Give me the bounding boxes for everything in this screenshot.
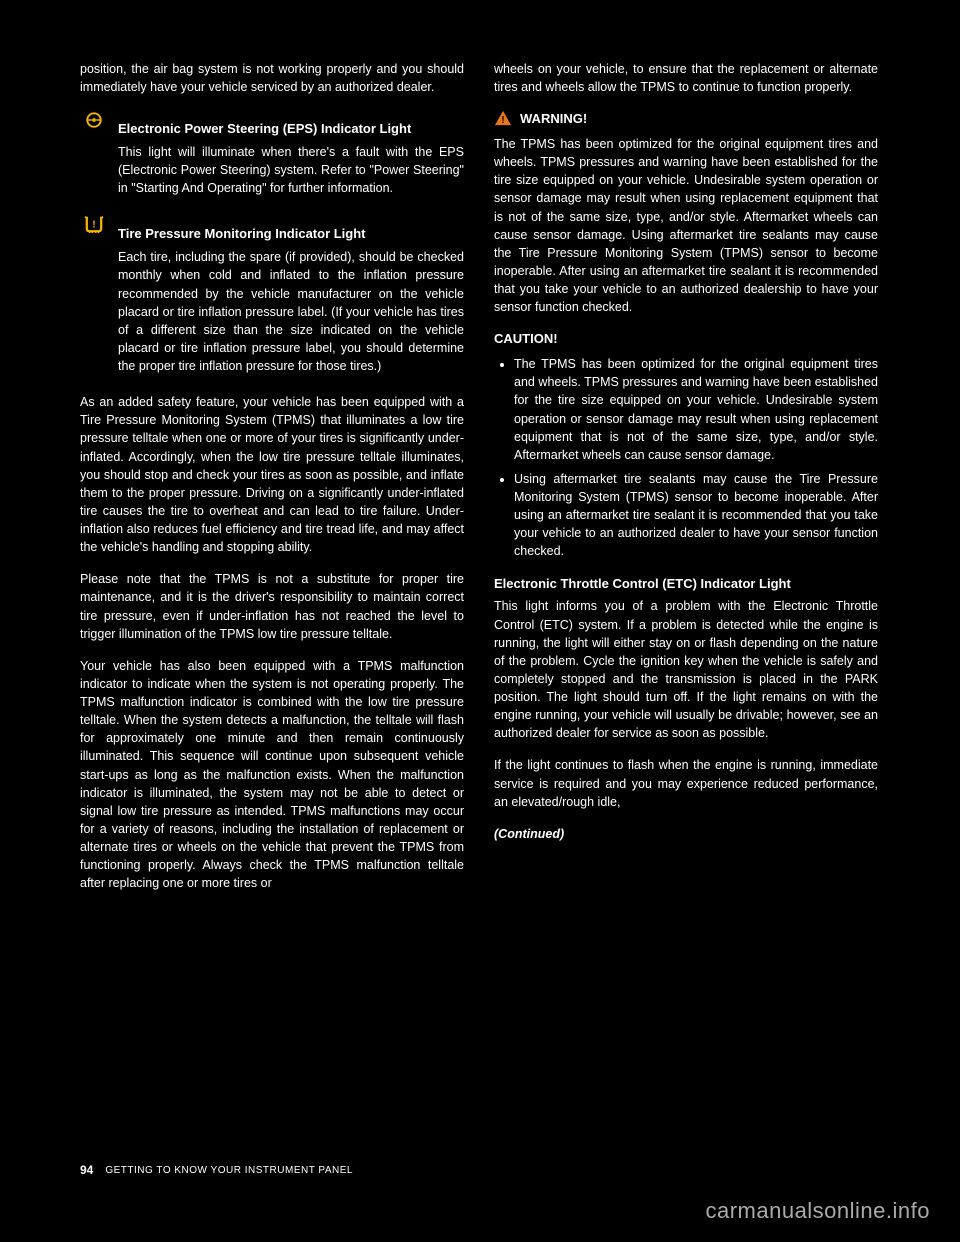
left-column: position, the air bag system is not work… <box>80 60 464 906</box>
warning-triangle-icon: ! <box>494 110 512 126</box>
eps-steering-icon <box>85 110 103 130</box>
caution-title: CAUTION! <box>494 330 878 349</box>
manual-page: position, the air bag system is not work… <box>0 0 960 946</box>
page-footer: 94 GETTING TO KNOW YOUR INSTRUMENT PANEL <box>80 1163 353 1177</box>
svg-text:!: ! <box>501 115 504 126</box>
etc-paragraph-1: This light informs you of a problem with… <box>494 597 878 742</box>
etc-paragraph-2: If the light continues to flash when the… <box>494 756 878 810</box>
tpms-paragraph-2: As an added safety feature, your vehicle… <box>80 393 464 556</box>
caution-bullet-2: Using aftermarket tire sealants may caus… <box>514 470 878 561</box>
eps-heading-row: Electronic Power Steering (EPS) Indicato… <box>80 110 464 211</box>
warning-header: ! WARNING! <box>494 110 878 129</box>
caution-block: CAUTION! The TPMS has been optimized for… <box>494 330 878 560</box>
airbag-continuation-text: position, the air bag system is not work… <box>80 60 464 96</box>
tpms-paragraph-4: Your vehicle has also been equipped with… <box>80 657 464 893</box>
tpms-heading-text: Tire Pressure Monitoring Indicator Light… <box>118 215 464 389</box>
tpms-heading-row: ! Tire Pressure Monitoring Indicator Lig… <box>80 215 464 389</box>
tpms-paragraph-3: Please note that the TPMS is not a subst… <box>80 570 464 643</box>
caution-bullet-1: The TPMS has been optimized for the orig… <box>514 355 878 464</box>
eps-heading: Electronic Power Steering (EPS) Indicato… <box>118 120 464 139</box>
tpms-icon-box: ! <box>80 215 108 233</box>
tpms-heading: Tire Pressure Monitoring Indicator Light <box>118 225 464 244</box>
eps-heading-text: Electronic Power Steering (EPS) Indicato… <box>118 110 464 211</box>
tpms-tire-icon: ! <box>83 215 105 233</box>
watermark: carmanualsonline.info <box>705 1198 930 1224</box>
continued-label: (Continued) <box>494 825 878 843</box>
eps-paragraph: This light will illuminate when there's … <box>118 143 464 197</box>
warning-text: The TPMS has been optimized for the orig… <box>494 135 878 316</box>
svg-text:!: ! <box>92 220 95 231</box>
tpms-paragraph-1: Each tire, including the spare (if provi… <box>118 248 464 375</box>
warning-title: WARNING! <box>520 110 587 129</box>
right-column: wheels on your vehicle, to ensure that t… <box>494 60 878 906</box>
caution-bullets: The TPMS has been optimized for the orig… <box>494 355 878 560</box>
etc-heading: Electronic Throttle Control (ETC) Indica… <box>494 575 878 594</box>
page-number-value: 94 <box>80 1163 93 1177</box>
wheels-continuation-text: wheels on your vehicle, to ensure that t… <box>494 60 878 96</box>
page-section-label: GETTING TO KNOW YOUR INSTRUMENT PANEL <box>105 1165 353 1176</box>
eps-icon-box <box>80 110 108 130</box>
